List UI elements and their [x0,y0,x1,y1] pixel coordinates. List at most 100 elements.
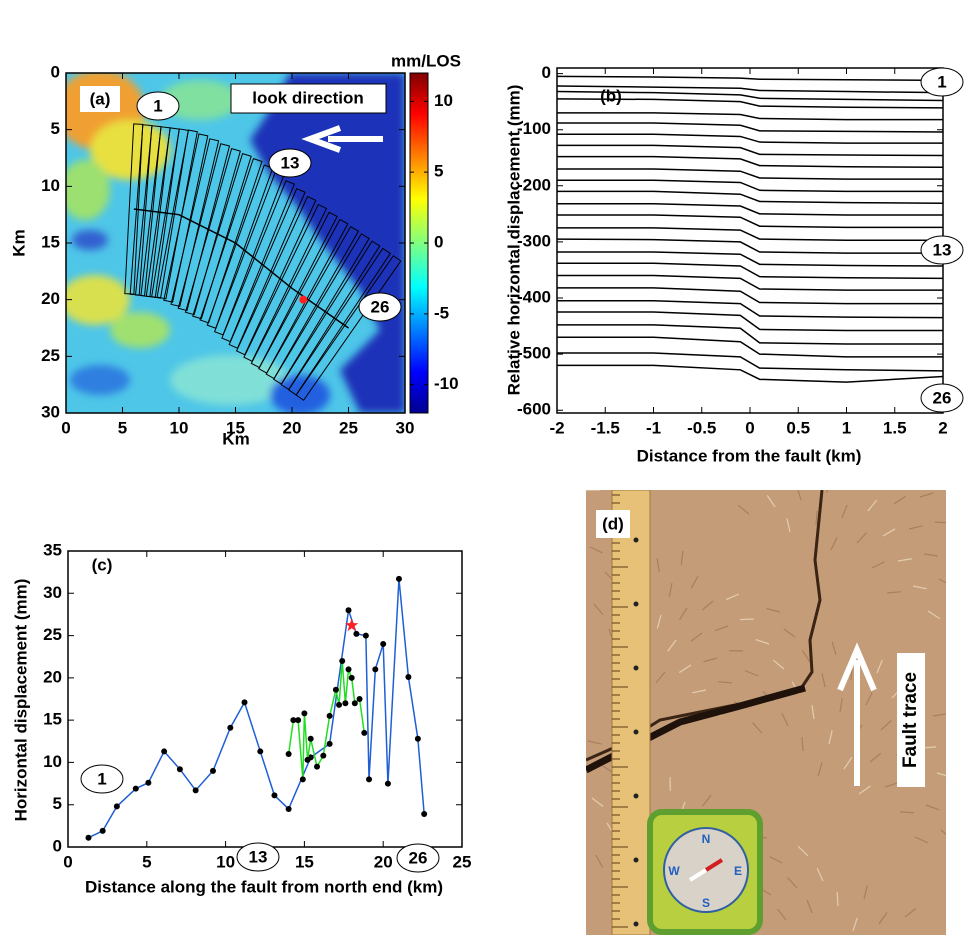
y-tick-label: 25 [43,625,62,644]
x-tick-label: 15 [295,852,314,871]
y-tick-label: 30 [41,402,60,421]
data-point [295,717,301,723]
compass-letter: S [702,896,710,910]
ruler-hole [634,538,639,543]
data-line [88,579,424,838]
compass-letter: N [702,832,711,846]
data-point [421,811,427,817]
y-tick-label: -200 [517,175,551,194]
ruler-hole [634,794,639,799]
data-point [133,786,139,792]
data-line [557,325,943,344]
compass-letter: W [668,864,680,878]
profile-label: 1 [937,72,946,91]
x-tick-label: 10 [216,852,235,871]
data-line [557,312,943,331]
data-point [353,631,359,637]
panel-label: (d) [602,514,624,533]
texture [740,619,754,620]
y-tick-label: -400 [517,287,551,306]
x-tick-label: 10 [170,418,189,437]
x-tick-label: 1.5 [883,418,907,437]
data-line [557,215,943,227]
data-line [557,353,943,371]
x-tick-label: 30 [396,418,415,437]
x-tick-label: 5 [142,852,151,871]
data-line [557,157,943,168]
y-tick-label: -100 [517,119,551,138]
data-point [357,696,363,702]
panel-label: (a) [90,89,111,108]
y-tick-label: -600 [517,400,551,419]
annotation: look direction [252,88,363,107]
data-point [227,725,233,731]
x-tick-label: 25 [339,418,358,437]
data-point [372,666,378,672]
data-point [380,641,386,647]
data-point [339,658,345,664]
data-point [286,806,292,812]
x-tick-label: 0 [63,852,72,871]
colorbar-tick-label: 10 [434,91,453,110]
ruler-hole [634,730,639,735]
ruler-hole [634,858,639,863]
data-line [557,169,943,179]
data-point [177,766,183,772]
x-tick-label: -1 [646,418,661,437]
x-tick-label: 1 [842,418,851,437]
colorbar-tick-label: -5 [434,303,449,322]
data-point [346,607,352,613]
data-point [396,576,402,582]
data-point [327,713,333,719]
axes-frame [68,551,462,847]
data-point [145,780,151,786]
x-tick-label: 20 [374,852,393,871]
y-tick-label: -300 [517,231,551,250]
data-line [557,145,943,155]
panel-label: (c) [92,555,113,574]
y-tick-label: 20 [43,667,62,686]
data-point [314,764,320,770]
y-tick-label: 0 [542,63,551,82]
profile-label: 13 [249,847,268,866]
x-tick-label: 15 [226,418,245,437]
profile-label: 1 [153,96,162,115]
data-point [327,741,333,747]
y-tick-label: 0 [53,836,62,855]
data-line [557,123,943,132]
data-point [301,710,307,716]
x-tick-label: 20 [283,418,302,437]
data-point [242,699,248,705]
data-point [271,792,277,798]
data-point [415,736,421,742]
data-point [336,702,342,708]
y-axis-label: Km [9,229,28,256]
colorbar-label: mm/LOS [391,51,461,70]
data-point [346,666,352,672]
y-tick-label: 10 [41,176,60,195]
data-point [361,730,367,736]
texture [837,892,838,906]
epicenter [299,296,307,304]
x-tick-label: 25 [453,852,472,871]
data-line [557,204,943,215]
panel-label: (b) [600,86,622,105]
data-point [210,768,216,774]
y-tick-label: 20 [41,289,60,308]
data-point [333,687,339,693]
profile-label: 26 [409,848,428,867]
x-tick-label: -1.5 [591,418,620,437]
y-tick-label: 35 [43,540,62,559]
data-point [305,757,311,763]
y-axis-label: Horizontal displacement (mm) [11,579,30,822]
data-point [308,736,314,742]
data-point [352,700,358,706]
data-point [114,803,120,809]
data-point [349,675,355,681]
ruler-hole [634,666,639,671]
annotation: Fault trace [900,672,921,768]
x-tick-label: 0 [745,418,754,437]
y-tick-label: 10 [43,752,62,771]
x-tick-label: 0 [61,418,70,437]
